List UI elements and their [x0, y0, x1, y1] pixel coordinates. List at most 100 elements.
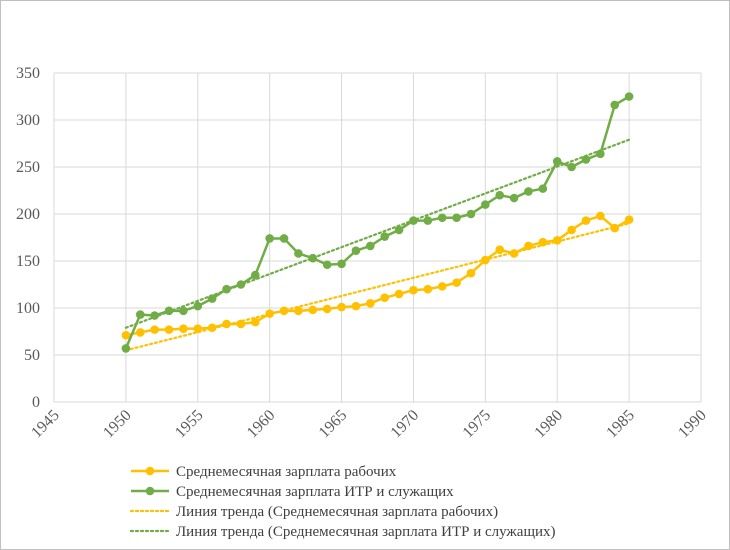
data-point	[437, 282, 447, 291]
data-point	[466, 209, 476, 219]
data-point	[581, 216, 591, 225]
data-point	[265, 234, 274, 243]
data-point	[567, 225, 576, 235]
legend-label: Среднемесячная зарплата ИТР и служащих	[176, 484, 454, 500]
data-point	[552, 236, 562, 245]
data-point	[567, 162, 576, 172]
data-point	[164, 306, 174, 316]
data-point	[121, 344, 131, 353]
data-point	[150, 311, 159, 320]
data-point	[150, 325, 159, 334]
data-point	[265, 309, 274, 318]
data-point	[179, 306, 188, 316]
data-point	[207, 294, 217, 303]
legend: Среднемесячная зарплата рабочих Среднемес…	[129, 464, 556, 540]
data-point	[596, 149, 605, 159]
data-point	[624, 215, 634, 224]
data-point	[279, 306, 289, 316]
y-tick-label: 0	[32, 394, 40, 411]
x-tick-label: 1950	[100, 407, 135, 442]
data-point	[193, 324, 203, 333]
data-point	[337, 259, 346, 269]
data-point	[322, 304, 332, 314]
data-point	[250, 317, 260, 327]
x-tick-label: 1965	[316, 407, 351, 442]
data-point	[423, 216, 433, 225]
x-tick-label: 1945	[28, 407, 63, 442]
data-point	[394, 225, 404, 235]
data-point	[452, 278, 461, 287]
data-point	[524, 187, 533, 196]
data-point	[366, 241, 375, 251]
x-tick-label: 1980	[531, 407, 566, 442]
legend-label: Линия тренда (Среднемесячная зарплата ра…	[176, 504, 498, 520]
data-point	[380, 293, 389, 302]
data-point	[610, 100, 620, 110]
data-point	[495, 245, 505, 255]
y-tick-label: 100	[16, 300, 40, 317]
data-point	[538, 237, 548, 247]
trendlines	[124, 138, 631, 352]
data-point	[409, 216, 418, 225]
data-point	[322, 260, 332, 270]
data-point	[179, 324, 188, 333]
data-point	[509, 193, 519, 203]
data-point	[581, 155, 591, 164]
series-line-0	[125, 214, 630, 337]
data-point	[394, 289, 404, 299]
data-point	[481, 255, 490, 265]
data-point	[481, 200, 490, 209]
legend-marker	[145, 466, 155, 476]
data-point	[294, 306, 303, 316]
data-point	[466, 268, 476, 278]
legend-label: Среднемесячная зарплата рабочих	[176, 464, 397, 480]
y-tick-label: 50	[24, 347, 40, 364]
data-point	[610, 223, 620, 233]
legend-marker	[145, 486, 155, 496]
series-lines	[121, 92, 634, 353]
data-point	[437, 213, 447, 223]
data-point	[409, 285, 418, 295]
y-tick-label: 150	[16, 253, 40, 270]
x-tick-label: 1975	[460, 407, 495, 442]
data-point	[495, 190, 505, 200]
gridlines	[53, 72, 702, 403]
data-point	[624, 92, 634, 101]
legend-label: Линия тренда (Среднемесячная зарплата ИТ…	[176, 524, 556, 540]
data-point	[207, 323, 217, 333]
data-point	[135, 328, 145, 337]
data-point	[135, 310, 145, 319]
y-tick-label: 350	[16, 65, 40, 82]
data-point	[380, 232, 389, 241]
data-point	[279, 234, 289, 243]
y-tick-label: 250	[16, 159, 40, 176]
data-point	[236, 319, 246, 329]
data-point	[509, 249, 519, 258]
x-tick-label: 1970	[388, 407, 423, 442]
data-point	[596, 211, 605, 221]
data-point	[294, 249, 303, 258]
data-point	[538, 184, 548, 193]
y-tick-label: 300	[16, 112, 40, 129]
data-point	[164, 325, 174, 334]
data-point	[308, 305, 318, 315]
axes: 0 50 100 150 200 250 300 350 1945 1950 1955 1960 196…	[16, 65, 710, 441]
data-point	[222, 319, 231, 329]
data-point	[222, 284, 231, 294]
data-point	[308, 253, 318, 263]
y-tick-label: 200	[16, 206, 40, 223]
data-point	[452, 213, 461, 223]
data-point	[236, 280, 246, 289]
data-point	[351, 246, 361, 255]
series-line-1	[124, 95, 630, 349]
data-point	[423, 284, 433, 294]
x-tick-label: 1990	[675, 407, 710, 442]
data-point	[524, 241, 533, 251]
data-point	[337, 302, 346, 312]
x-tick-label: 1960	[244, 407, 279, 442]
data-point	[250, 270, 260, 280]
data-point	[351, 301, 361, 311]
x-tick-label: 1955	[172, 407, 207, 442]
